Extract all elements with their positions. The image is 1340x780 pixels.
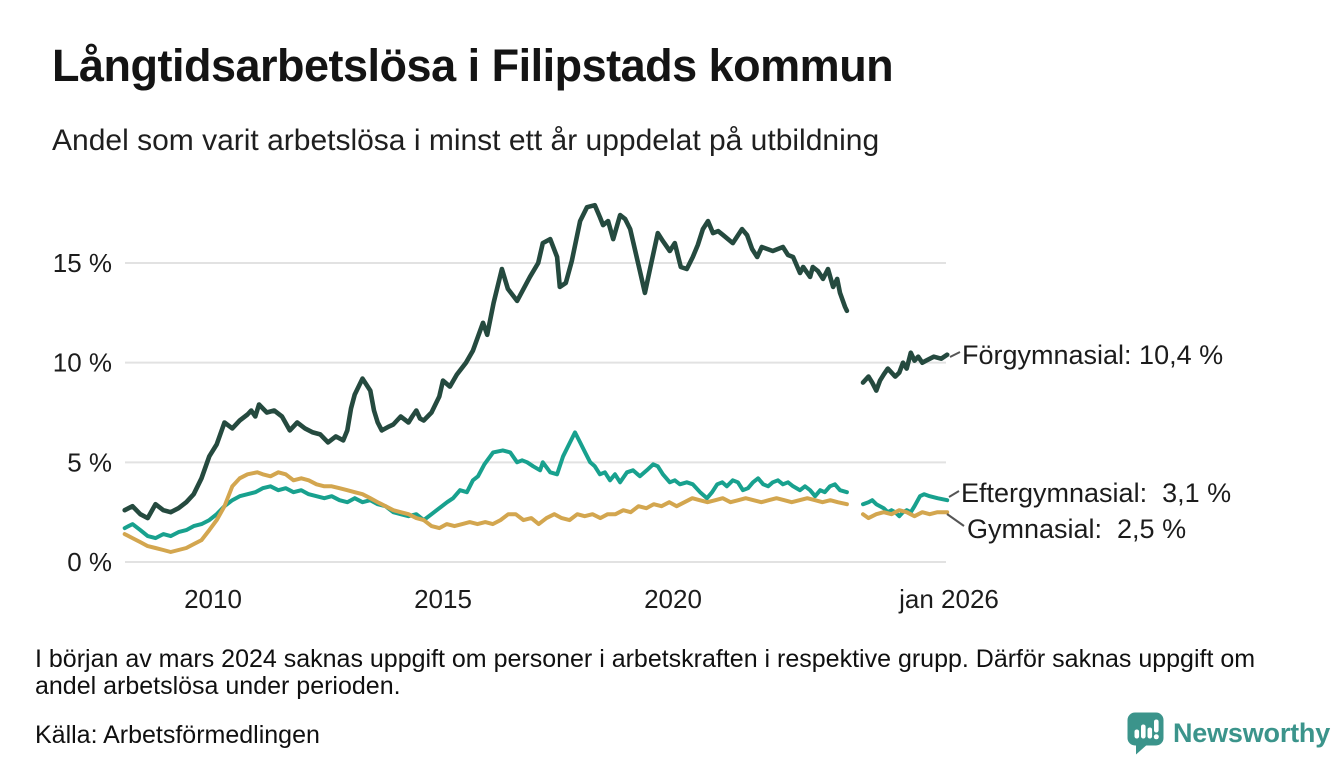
source-label: Källa: Arbetsförmedlingen: [35, 721, 320, 749]
series-label-gymnasial: Gymnasial: 2,5 %: [967, 514, 1187, 544]
series-label-eftergymnasial: Eftergymnasial: 3,1 %: [961, 478, 1232, 508]
newsworthy-logo-icon: [1127, 712, 1164, 755]
page-title: Långtidsarbetslösa i Filipstads kommun: [52, 40, 894, 91]
label-leader-line: [948, 490, 960, 498]
x-tick-label: jan 2026: [898, 584, 999, 614]
footnote-text: I början av mars 2024 saknas uppgift om …: [35, 645, 1256, 700]
x-tick-label: 2015: [414, 584, 472, 614]
series-line-frgymnasial: [122, 202, 950, 521]
y-tick-label: 0 %: [67, 547, 112, 577]
label-leader-line: [946, 513, 965, 527]
y-tick-label: 10 %: [53, 348, 112, 378]
series-label-forgymnasial: Förgymnasial: 10,4 %: [962, 340, 1224, 370]
chart-subtitle: Andel som varit arbetslösa i minst ett å…: [52, 124, 880, 157]
y-tick-label: 15 %: [53, 248, 112, 278]
newsworthy-logo-text: Newsworthy: [1173, 718, 1331, 748]
y-tick-label: 5 %: [67, 447, 112, 477]
newsworthy-logo[interactable]: Newsworthy: [1127, 712, 1330, 755]
x-tick-label: 2020: [644, 584, 702, 614]
label-leader-line: [949, 351, 961, 358]
x-tick-label: 2010: [184, 584, 242, 614]
series-line-eftergymnasial: [122, 430, 950, 541]
series-line-gymnasial: [122, 470, 950, 554]
